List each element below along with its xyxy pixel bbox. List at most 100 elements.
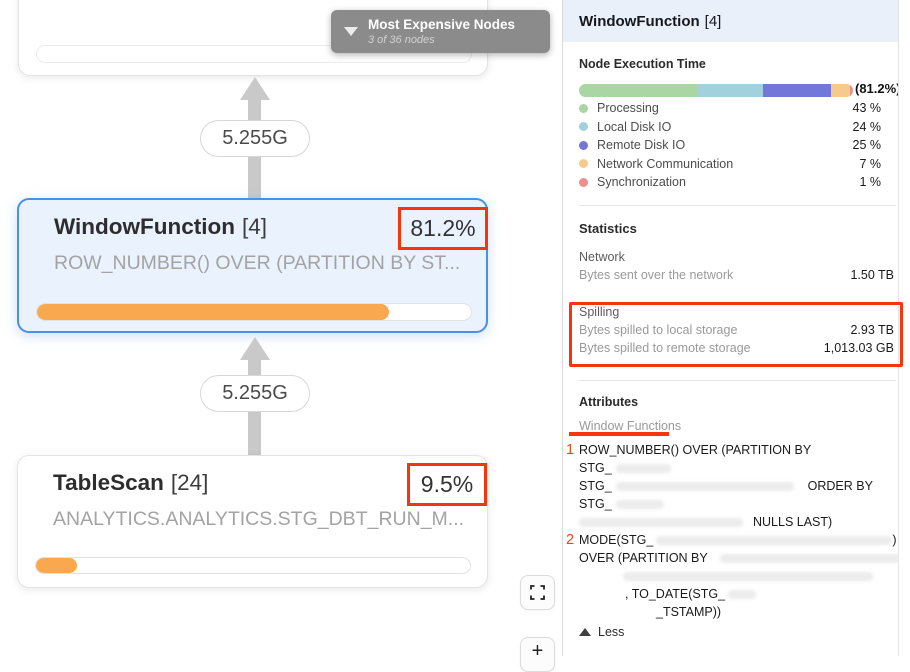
redacted-text [615, 499, 664, 509]
legend-row: Remote Disk IO 25 % [563, 136, 898, 155]
execution-time-total: (81.2%) [855, 81, 901, 96]
attr-text: STG_ [579, 461, 612, 475]
legend-value: 7 % [859, 156, 881, 171]
annotation-marker-1: 1 [566, 442, 575, 458]
most-expensive-nodes-dropdown[interactable]: Most Expensive Nodes 3 of 36 nodes [331, 10, 550, 53]
collapse-triangle-icon [579, 628, 591, 636]
attr-line: ROW_NUMBER() OVER (PARTITION BY [579, 441, 899, 459]
dropdown-subtitle: 3 of 36 nodes [368, 34, 435, 46]
plus-icon: + [531, 640, 544, 662]
edge-rows-badge: 5.255G [200, 375, 310, 412]
node-percent: 9.5% [420, 471, 474, 497]
section-divider [579, 205, 896, 206]
attr-line: STG_ [579, 459, 899, 477]
stat-label: Bytes spilled to remote storage [579, 341, 751, 355]
legend-value: 1 % [859, 175, 881, 190]
attr-text: , TO_DATE(STG_ [625, 587, 726, 601]
legend-dot-synchronization [579, 177, 588, 187]
attr-text: NULLS LAST) [753, 515, 833, 529]
dropdown-title: Most Expensive Nodes [368, 17, 516, 32]
stat-label: Bytes sent over the network [579, 268, 734, 282]
less-label: Less [598, 625, 625, 639]
legend-label: Synchronization [597, 175, 686, 190]
redacted-text [623, 571, 873, 581]
attr-text: OVER (PARTITION BY [579, 551, 708, 565]
redacted-text [615, 463, 671, 473]
stat-value: 1.50 TB [850, 268, 894, 282]
legend-dot-network-communication [579, 159, 588, 169]
attr-text: STG_ [579, 497, 612, 511]
attr-line: , TO_DATE(STG_ [579, 585, 899, 603]
chevron-down-icon [344, 27, 358, 36]
node-progress-track [35, 557, 471, 574]
legend-dot-local-disk-io [579, 122, 588, 132]
redacted-text [719, 553, 900, 563]
node-index: [4] [242, 214, 268, 239]
node-title: TableScan [24] [53, 470, 208, 496]
node-progress-fill [36, 558, 78, 573]
flow-arrow-up-icon [240, 337, 270, 360]
flow-arrow-up-icon [240, 77, 270, 100]
statistics-heading: Statistics [579, 221, 637, 236]
attr-text: ROW_NUMBER() OVER (PARTITION BY [579, 443, 812, 457]
highlight-box-percent: 81.2% [398, 207, 488, 250]
legend-value: 24 % [852, 119, 882, 134]
highlight-box-percent: 9.5% [407, 463, 487, 506]
bar-segment-remote-disk-io [762, 84, 832, 97]
legend-value: 25 % [852, 138, 882, 153]
execution-time-heading: Node Execution Time [579, 57, 706, 71]
bar-segment-network-communication [831, 84, 851, 97]
node-details-panel: WindowFunction [4] Node Execution Time (… [562, 0, 910, 656]
stat-group-network: Network [579, 250, 625, 264]
legend-value: 43 % [852, 101, 882, 116]
legend-label: Local Disk IO [597, 119, 672, 134]
node-card-windowfunction[interactable]: WindowFunction [4] ROW_NUMBER() OVER (PAR… [17, 198, 488, 333]
stat-row: Bytes spilled to local storage 2.93 TB [579, 323, 894, 337]
zoom-in-button[interactable]: + [520, 637, 555, 672]
stat-value: 1,013.03 GB [823, 341, 894, 355]
bar-segment-synchronization [850, 84, 853, 97]
stat-row: Bytes sent over the network 1.50 TB [579, 268, 894, 282]
redacted-text [656, 535, 893, 545]
node-progress-fill [37, 304, 390, 320]
attr-line: MODE(STG_) [579, 531, 899, 549]
attr-line: STG_ [579, 495, 899, 513]
redacted-text [728, 589, 757, 599]
attr-line: STG_ ORDER BY [579, 477, 899, 495]
stat-row: Bytes spilled to remote storage 1,013.03… [579, 341, 894, 355]
execution-time-legend: Processing 43 % Local Disk IO 24 % Remot… [563, 99, 898, 192]
node-card-tablescan[interactable]: TableScan [24] ANALYTICS.ANALYTICS.STG_DB… [17, 455, 488, 588]
redacted-text [615, 481, 794, 491]
scrollbar-gutter[interactable] [898, 0, 910, 656]
attr-line: _TSTAMP)) [579, 603, 899, 621]
node-title-text: WindowFunction [54, 214, 235, 239]
legend-label: Remote Disk IO [597, 138, 686, 153]
panel-title: WindowFunction [579, 12, 700, 30]
node-title-text: TableScan [53, 470, 164, 495]
attr-line [579, 567, 899, 585]
node-index: [24] [170, 470, 209, 495]
stat-group-spilling: Spilling [579, 305, 620, 319]
legend-label: Processing [597, 101, 659, 116]
attr-text: STG_ [579, 479, 612, 493]
panel-title-index: [4] [704, 12, 722, 30]
attr-line: NULLS LAST) [579, 513, 899, 531]
attr-text: MODE(STG_ [579, 533, 654, 547]
bar-segment-local-disk-io [696, 84, 763, 97]
edge-rows-label: 5.255G [222, 127, 288, 149]
attr-text: _TSTAMP)) [656, 605, 722, 619]
legend-label: Network Communication [597, 156, 734, 171]
attr-text: ORDER BY [807, 479, 873, 493]
query-profile-canvas: 5.255G WindowFunction [4] ROW_NUMBER() OV… [17, 0, 555, 672]
execution-time-stacked-bar [579, 84, 853, 97]
attr-text: ) [892, 533, 897, 547]
node-percent: 81.2% [410, 215, 476, 241]
bar-segment-processing [579, 84, 697, 97]
collapse-less-link[interactable]: Less [579, 625, 624, 639]
legend-dot-processing [579, 103, 588, 113]
edge-rows-badge: 5.255G [200, 120, 310, 157]
window-functions-list: ROW_NUMBER() OVER (PARTITION BY STG_ STG… [579, 441, 900, 621]
annotation-marker-2: 2 [566, 532, 575, 548]
legend-row: Synchronization 1 % [563, 173, 898, 192]
fit-view-button[interactable] [520, 575, 555, 610]
